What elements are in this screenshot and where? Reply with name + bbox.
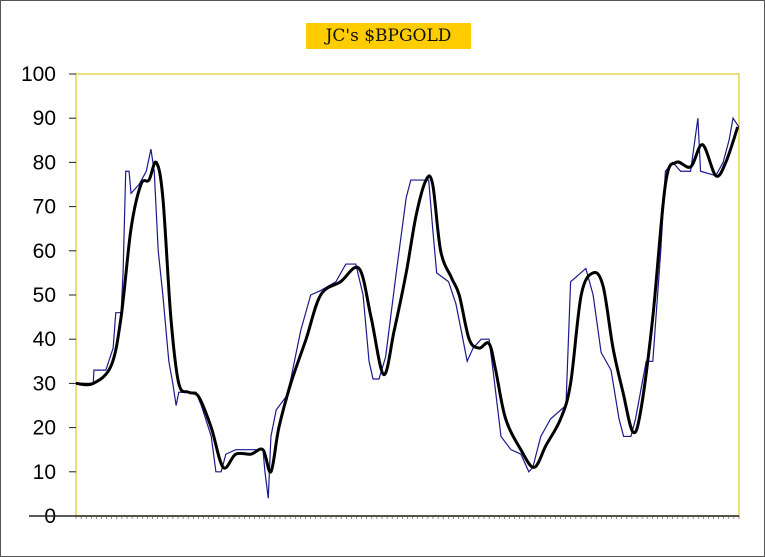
y-tick-label: 60 <box>33 240 56 263</box>
y-tick-label: 20 <box>33 417 56 440</box>
series-line-raw <box>76 116 740 499</box>
series-line-smoothed <box>75 126 740 474</box>
y-tick-label: 30 <box>33 372 56 395</box>
y-tick-label: 70 <box>33 196 56 219</box>
series-group <box>75 116 740 499</box>
x-axis-ticks <box>75 516 740 519</box>
chart-title: JC's $BPGOLD <box>306 23 471 49</box>
y-tick-label: 100 <box>21 63 56 86</box>
y-tick-label: 10 <box>33 461 56 484</box>
plot-area <box>75 73 740 517</box>
y-tick-label: 80 <box>33 151 56 174</box>
y-tick-label: 50 <box>33 284 56 307</box>
y-tick-label: 40 <box>33 328 56 351</box>
y-tick-label: 90 <box>33 107 56 130</box>
